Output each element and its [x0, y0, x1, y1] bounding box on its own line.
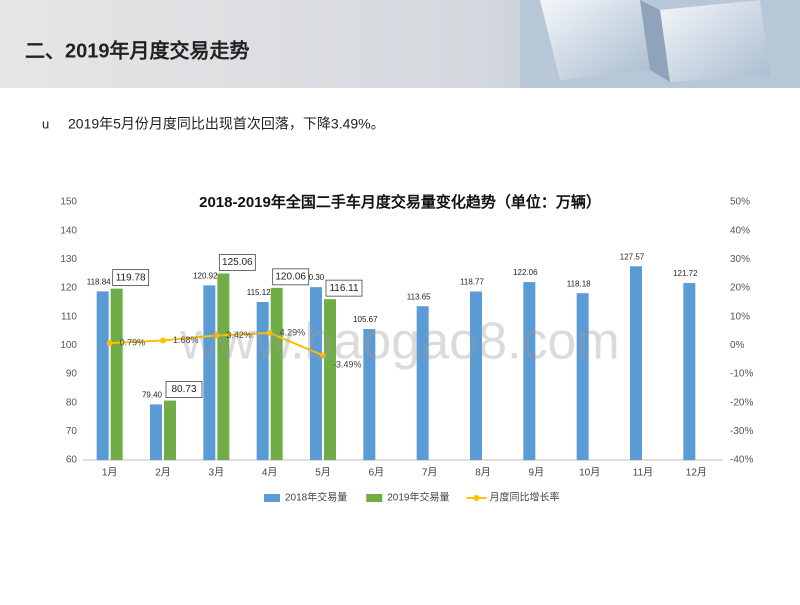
x-tick-label: 3月	[209, 467, 225, 479]
y-tick-label: 150	[60, 197, 77, 208]
x-tick-label: 10月	[579, 467, 600, 479]
y-tick-label: 140	[60, 225, 77, 236]
y2-tick-label: 10%	[730, 311, 750, 322]
bar	[164, 400, 176, 460]
legend-marker	[473, 495, 480, 501]
bar	[203, 285, 216, 460]
label-box	[218, 254, 256, 271]
header-title: 二、2019年月度交易走势	[25, 38, 250, 62]
label-box	[112, 269, 150, 287]
bar-label: 118.77	[460, 278, 484, 287]
x-tick-label: 2月	[155, 467, 171, 479]
x-tick-label: 8月	[475, 467, 491, 479]
x-tick-label: 6月	[369, 467, 385, 479]
growth-label: 3.42%	[226, 330, 252, 340]
chart-title: 2018-2019年全国二手车月度交易量变化趋势（单位：万辆）	[199, 193, 601, 211]
y-tick-label: 80	[66, 397, 78, 408]
bar	[683, 283, 696, 460]
legend-swatch	[366, 494, 383, 502]
y-tick-label: 100	[60, 340, 77, 351]
bar-label: 127.57	[620, 252, 645, 261]
legend-label: 2018年交易量	[285, 491, 347, 504]
y-tick-label: 130	[60, 254, 77, 265]
growth-label: 0.79%	[120, 337, 146, 347]
bar	[630, 266, 642, 460]
x-tick-label: 4月	[262, 467, 278, 479]
bar-label: 105.67	[353, 315, 378, 324]
growth-point	[266, 330, 273, 337]
bar-label: 122.06	[513, 268, 538, 277]
x-tick-label: 7月	[422, 467, 438, 479]
y-tick-label: 120	[60, 283, 77, 294]
x-tick-label: 1月	[102, 467, 118, 479]
bullet-text: 2019年5月份月度同比出现首次回落，下降3.49%。	[68, 116, 385, 132]
bar-label: 115.12	[247, 288, 271, 297]
growth-label: -3.49%	[333, 360, 362, 370]
y-tick-label: 110	[61, 311, 77, 322]
bar-label: 118.84	[87, 277, 111, 286]
bullet-marker: u	[42, 116, 49, 131]
x-tick-label: 11月	[633, 467, 653, 479]
y2-tick-label: -30%	[730, 426, 753, 437]
y-tick-label: 60	[66, 455, 78, 466]
watermark: www.baogao8.com	[179, 313, 619, 371]
y-tick-label: 90	[66, 369, 78, 380]
bar	[324, 299, 336, 460]
x-tick-label: 9月	[529, 467, 545, 479]
y2-tick-label: -40%	[730, 455, 753, 466]
bar	[416, 306, 429, 460]
bar	[256, 301, 269, 460]
y2-tick-label: 20%	[730, 283, 750, 294]
bar	[270, 287, 283, 460]
bar-label: 120.30	[300, 273, 325, 282]
bar-label: 116.11	[329, 283, 359, 294]
bar	[150, 404, 162, 460]
bar	[96, 291, 109, 460]
y2-tick-label: 40%	[730, 225, 750, 236]
bar-label: 119.78	[116, 272, 146, 283]
bar	[363, 329, 376, 460]
growth-point	[160, 337, 166, 344]
y2-tick-label: -10%	[730, 369, 753, 380]
y2-tick-label: 0%	[730, 340, 745, 351]
growth-label: 4.29%	[280, 327, 306, 337]
bar-label: 121.72	[673, 269, 698, 278]
bar	[310, 287, 322, 460]
growth-point	[320, 352, 326, 359]
bar	[470, 291, 482, 460]
bar	[217, 273, 230, 460]
plot: 60 70 80 90 100 110 120 130 140 150 -40% -30% -20% -1…	[60, 197, 753, 504]
bar	[523, 282, 536, 460]
bar-label: 125.06	[222, 257, 253, 268]
x-tick-label: 12月	[686, 467, 707, 479]
growth-point	[106, 340, 113, 347]
bar-label: 120.06	[275, 271, 306, 282]
bar-label: 120.92	[193, 271, 218, 280]
y2-tick-label: 30%	[730, 254, 750, 265]
label-box	[165, 381, 203, 398]
bar-label: 79.40	[142, 390, 163, 399]
y2-tick-label: -20%	[730, 397, 753, 408]
y-tick-label: 70	[66, 426, 78, 437]
legend-label: 月度同比增长率	[490, 491, 560, 504]
y2-tick-label: 50%	[730, 197, 750, 208]
bar	[110, 288, 123, 460]
bar-label: 113.65	[407, 292, 431, 301]
bar-label: 80.73	[171, 384, 196, 395]
legend-swatch	[264, 494, 280, 502]
growth-point	[213, 332, 220, 339]
bar	[576, 293, 589, 460]
legend-label: 2019年交易量	[387, 491, 449, 504]
header-image	[520, 0, 800, 88]
x-tick-label: 5月	[315, 467, 331, 479]
bar-label: 118.18	[567, 279, 591, 288]
label-box	[272, 268, 310, 286]
growth-label: 1.68%	[173, 335, 199, 345]
label-box	[325, 279, 363, 297]
